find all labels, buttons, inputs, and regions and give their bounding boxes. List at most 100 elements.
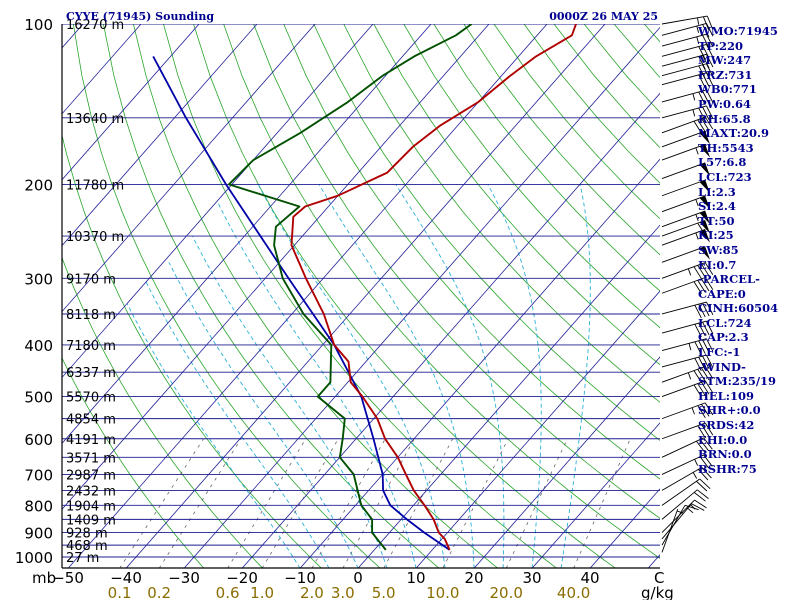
dry-adiabat-line [313, 24, 660, 441]
wind-barb [661, 219, 711, 237]
isotherm-line [415, 290, 660, 568]
dry-adiabat-line [403, 24, 660, 329]
index-entry: SI:2.4 [698, 199, 736, 214]
index-entry: TT:50 [698, 213, 735, 228]
dry-adiabat-line [253, 24, 660, 519]
temperature-tick-label: 0 [353, 569, 363, 587]
dewpoint-trace [227, 24, 473, 551]
index-entry: LCL:724 [698, 315, 752, 330]
isotherm-line [241, 92, 660, 568]
mixing-ratio-tick-label: 0.1 [108, 584, 132, 600]
parcel-trace [152, 55, 451, 551]
pressure-tick-label: 200 [24, 176, 53, 194]
isotherm-line [62, 24, 200, 181]
temperature-tick-label: −50 [52, 569, 84, 587]
mixing-ratio-tick-label: 3.0 [331, 584, 355, 600]
height-label: 7180 m [66, 339, 116, 354]
pressure-unit-label: mb [32, 569, 56, 587]
moist-adiabat-line [487, 184, 542, 568]
height-label: 27 m [66, 551, 99, 566]
temperature-tick-label: 10 [407, 569, 426, 587]
index-entry: -WIND- [698, 359, 746, 374]
index-entry: EI:0.7 [698, 257, 737, 272]
index-entry: LCL:723 [698, 169, 752, 184]
index-entry: TP:220 [698, 38, 744, 53]
isotherm-line [62, 24, 258, 247]
isotherm-line [531, 422, 660, 568]
pressure-tick-label: 800 [24, 497, 53, 515]
wind-barb [661, 499, 707, 533]
wind-barb [661, 277, 714, 294]
index-entry: SHR+:0.0 [698, 403, 761, 418]
wind-barb [661, 422, 714, 440]
height-label: 4191 m [66, 433, 116, 448]
index-entry: CINH:60504 [698, 301, 779, 316]
valid-time-title: 0000Z 26 MAY 25 [549, 10, 658, 23]
temperature-tick-label: 30 [523, 569, 542, 587]
index-entry: -PARCEL- [698, 272, 760, 287]
pressure-tick-label: 300 [24, 270, 53, 288]
height-label: 11780 m [66, 178, 124, 193]
pressure-tick-label: 400 [24, 337, 53, 355]
isotherm-line [357, 224, 660, 568]
wind-barbs [661, 15, 714, 553]
dry-adiabat-line [103, 24, 440, 568]
index-entry: TH:5543 [698, 140, 754, 155]
pressure-tick-label: 100 [24, 16, 53, 34]
temperature-tick-label: 40 [581, 569, 600, 587]
height-label: 10370 m [66, 230, 124, 245]
wind-barb [661, 15, 714, 31]
height-label: 468 m [66, 539, 108, 554]
wind-barb [661, 53, 714, 70]
index-entry: EHI:0.0 [698, 432, 748, 447]
isotherm-line [125, 24, 606, 568]
mixing-ratio-line [119, 438, 204, 568]
index-entry: STM:235/19 [698, 374, 777, 389]
wind-barb [661, 22, 714, 38]
isotherm-line [183, 26, 660, 568]
isotherm-line [62, 24, 374, 379]
index-entry: BSHR:75 [698, 461, 757, 476]
index-entry: HEL:109 [698, 388, 754, 403]
wind-barb [661, 63, 714, 79]
dry-adiabat-line [433, 24, 660, 292]
temperature-unit-label: C [654, 569, 664, 587]
mixing-ratio-tick-label: 20.0 [489, 584, 522, 600]
index-entry: SW:85 [698, 242, 739, 257]
mixing-ratio-tick-label: 0.2 [147, 584, 171, 600]
index-entry: LFC:-1 [698, 345, 741, 360]
wind-barb [661, 116, 714, 134]
pressure-tick-label: 700 [24, 466, 53, 484]
mixing-ratio-tick-label: 5.0 [372, 584, 396, 600]
wind-barb [661, 179, 711, 197]
moist-adiabat-line [168, 262, 359, 568]
wind-barb [661, 320, 714, 338]
isotherm-line [299, 158, 660, 568]
index-entry: MAXT:20.9 [698, 126, 769, 141]
height-label: 1904 m [66, 499, 116, 514]
wind-barb [661, 195, 711, 213]
isotherm-line [67, 24, 548, 568]
index-entry: CAP:2.3 [698, 330, 749, 345]
mixing-ratio-tick-label: 0.6 [216, 584, 240, 600]
height-label: 16270 m [66, 18, 124, 33]
wind-barb [661, 402, 714, 420]
temperature-trace [290, 24, 577, 551]
isotherm-line [62, 24, 432, 444]
background-grid [62, 24, 660, 568]
mixing-ratio-line [158, 438, 242, 568]
index-entry: WMO:71945 [698, 24, 778, 38]
temperature-tick-label: −10 [284, 569, 316, 587]
temperature-tick-label: −30 [168, 569, 200, 587]
index-entry: L57:6.8 [698, 155, 747, 170]
pressure-tick-label: 1000 [15, 549, 53, 567]
moist-adiabat-line [395, 184, 505, 568]
isotherm-line [62, 24, 316, 313]
wind-barb [661, 89, 714, 106]
mixing-ratio-line [442, 438, 509, 568]
height-label: 4854 m [66, 413, 116, 428]
dry-adiabat-line [463, 24, 660, 256]
mixing-ratio-line [342, 438, 415, 568]
index-entry: KI:25 [698, 228, 734, 243]
